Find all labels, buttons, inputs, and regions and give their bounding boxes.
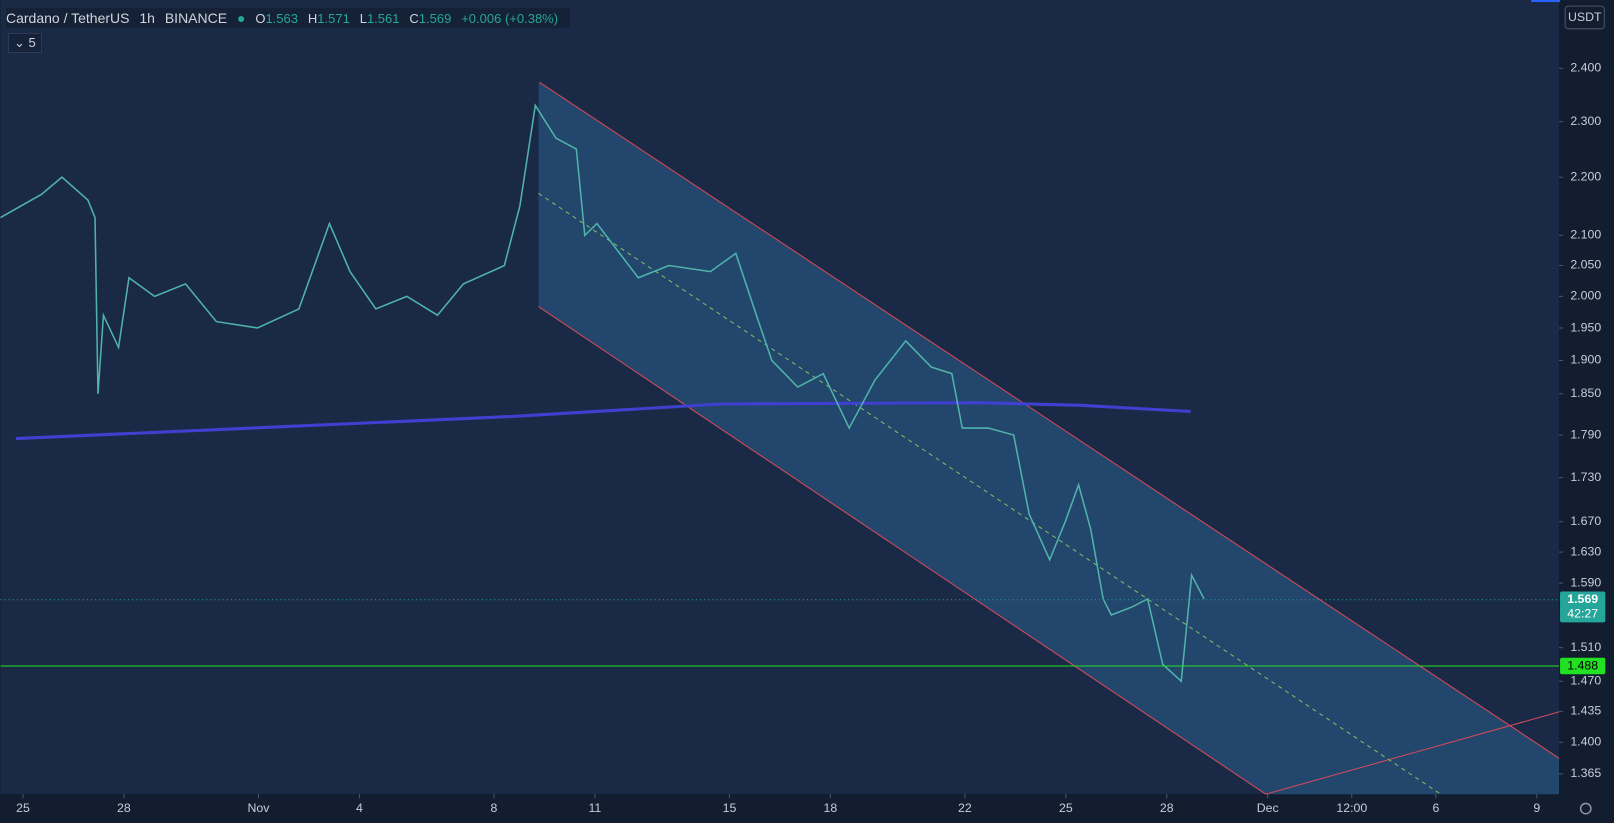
indicator-count: 5 bbox=[28, 35, 36, 50]
price-axis bbox=[1559, 0, 1614, 823]
settings-icon[interactable] bbox=[1579, 802, 1592, 815]
last-price-box bbox=[1560, 591, 1606, 623]
y-tick-label: 1.365 bbox=[1570, 766, 1601, 780]
x-tick-label: 9 bbox=[1533, 801, 1540, 815]
channel-bottom bbox=[538, 306, 1267, 795]
x-tick-label: 4 bbox=[356, 801, 363, 815]
exchange: BINANCE bbox=[164, 10, 228, 26]
symbol[interactable]: Cardano / TetherUS bbox=[6, 10, 130, 26]
channel-fill bbox=[538, 82, 1560, 795]
x-tick-label: 28 bbox=[1160, 801, 1174, 815]
x-tick-label: 15 bbox=[723, 801, 737, 815]
y-tick-label: 1.510 bbox=[1570, 640, 1601, 654]
y-tick-label: 1.670 bbox=[1570, 514, 1601, 528]
y-tick-label: 1.900 bbox=[1570, 353, 1601, 367]
y-tick-label: 2.300 bbox=[1570, 114, 1601, 128]
y-tick-label: 1.790 bbox=[1570, 427, 1601, 441]
y-tick-label: 2.400 bbox=[1570, 61, 1601, 75]
close: 1.569 bbox=[418, 11, 452, 26]
x-tick-label: 6 bbox=[1432, 801, 1439, 815]
price-line bbox=[0, 103, 1205, 683]
currency[interactable]: USDT bbox=[1568, 10, 1602, 24]
level-box bbox=[1560, 657, 1606, 675]
y-tick-label: 2.200 bbox=[1570, 169, 1601, 183]
y-tick-label: 1.400 bbox=[1570, 734, 1601, 748]
y-tick-label: 1.950 bbox=[1570, 320, 1601, 334]
trend-line bbox=[1265, 711, 1560, 795]
y-tick-label: 1.470 bbox=[1570, 674, 1601, 688]
indicators-toggle[interactable]: ⌄ 5 bbox=[8, 33, 42, 53]
x-tick-label: 25 bbox=[16, 801, 30, 815]
y-tick-label: 2.000 bbox=[1570, 289, 1601, 303]
y-tick-label: 1.850 bbox=[1570, 386, 1601, 400]
legend-header: Cardano / TetherUS 1h BINANCE ● O1.563 H… bbox=[6, 8, 571, 28]
level-label: 1.488 bbox=[1567, 658, 1598, 672]
x-tick-label: 18 bbox=[824, 801, 838, 815]
x-tick-label: 12:00 bbox=[1336, 801, 1367, 815]
close-label: C bbox=[409, 11, 419, 26]
y-tick-label: 2.100 bbox=[1570, 228, 1601, 242]
x-tick-label: Dec bbox=[1257, 801, 1279, 815]
x-tick-label: 25 bbox=[1059, 801, 1073, 815]
y-tick-label: 2.050 bbox=[1570, 258, 1601, 272]
low-label: L bbox=[359, 11, 367, 26]
x-tick-label: 11 bbox=[588, 801, 601, 815]
y-tick-label: 1.435 bbox=[1570, 704, 1601, 718]
time-axis bbox=[0, 794, 1614, 823]
channel-top bbox=[539, 81, 1560, 759]
x-tick-label: 28 bbox=[117, 801, 131, 815]
top-accent bbox=[1531, 0, 1561, 3]
currency-box[interactable] bbox=[1564, 5, 1605, 30]
x-tick-label: 22 bbox=[958, 801, 972, 815]
interval[interactable]: 1h bbox=[139, 10, 155, 26]
high: 1.571 bbox=[317, 11, 350, 26]
y-tick-label: 1.590 bbox=[1570, 575, 1601, 589]
status-dot: ● bbox=[236, 10, 246, 26]
y-tick-label: 1.730 bbox=[1570, 470, 1601, 484]
countdown: 42:27 bbox=[1567, 606, 1598, 620]
low: 1.561 bbox=[366, 11, 400, 26]
x-tick-label: Nov bbox=[248, 801, 271, 815]
y-tick-label: 1.630 bbox=[1570, 544, 1601, 558]
change: +0.006 (+0.38%) bbox=[461, 11, 559, 26]
high-label: H bbox=[307, 11, 318, 26]
x-tick-label: 8 bbox=[491, 801, 498, 815]
moving-average bbox=[15, 401, 1191, 441]
open: 1.563 bbox=[265, 11, 298, 26]
last-price-label: 1.569 bbox=[1567, 592, 1598, 606]
open-label: O bbox=[255, 11, 266, 26]
